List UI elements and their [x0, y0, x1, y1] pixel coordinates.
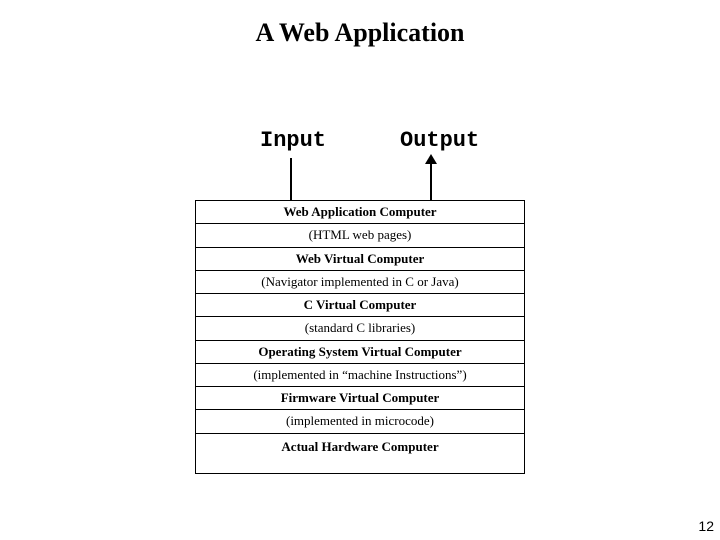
stack-layer: Web Virtual Computer — [196, 248, 524, 271]
stack-layer: (implemented in microcode) — [196, 410, 524, 433]
input-label: Input — [260, 128, 326, 153]
layer-stack: Web Application Computer(HTML web pages)… — [195, 200, 525, 474]
output-label: Output — [400, 128, 479, 153]
slide-canvas: A Web Application Input Output Web Appli… — [0, 0, 720, 540]
stack-layer: C Virtual Computer — [196, 294, 524, 317]
arrow-up-stem-icon — [430, 158, 432, 200]
stack-layer: (implemented in “machine Instructions”) — [196, 364, 524, 387]
slide-title: A Web Application — [0, 18, 720, 48]
stack-layer: Web Application Computer — [196, 201, 524, 224]
stack-layer: Actual Hardware Computer — [196, 434, 524, 473]
stack-layer: (Navigator implemented in C or Java) — [196, 271, 524, 294]
stack-layer: Firmware Virtual Computer — [196, 387, 524, 410]
arrow-down-icon — [290, 158, 292, 200]
stack-layer: (HTML web pages) — [196, 224, 524, 247]
arrow-up-head-icon — [425, 154, 437, 164]
page-number: 12 — [698, 518, 714, 534]
io-arrows — [0, 156, 720, 204]
stack-layer: (standard C libraries) — [196, 317, 524, 340]
stack-layer: Operating System Virtual Computer — [196, 341, 524, 364]
